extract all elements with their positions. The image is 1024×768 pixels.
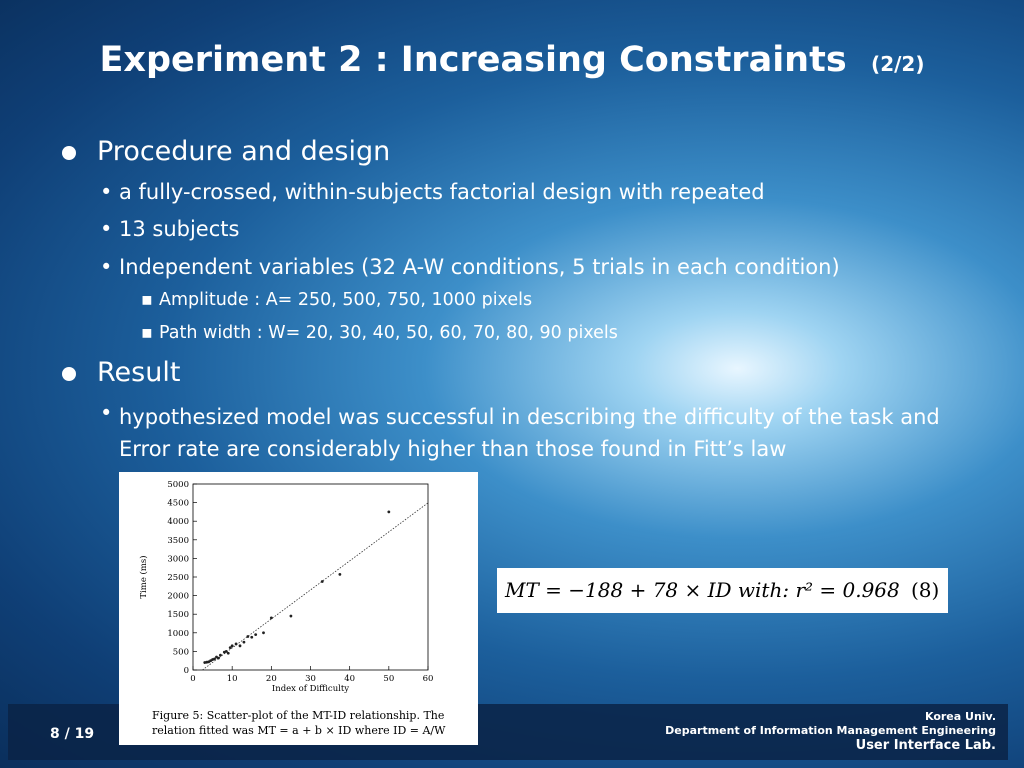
data-point xyxy=(246,635,250,638)
sub-bullet: • xyxy=(100,217,113,241)
plot-frame xyxy=(192,483,429,671)
data-point xyxy=(254,633,258,637)
data-point xyxy=(217,656,220,660)
data-point xyxy=(320,580,324,583)
data-point xyxy=(250,635,254,639)
item: Independent variables (32 A-W conditions… xyxy=(119,255,840,279)
data-point xyxy=(228,646,232,650)
slide-title: Experiment 2 : Increasing Constraints (2… xyxy=(0,40,1024,80)
equation-number: (8) xyxy=(911,578,940,602)
x-tick-label: 40 xyxy=(344,674,355,684)
y-tick-label: 3500 xyxy=(167,536,189,546)
y-tick-label: 3000 xyxy=(167,554,189,564)
data-point xyxy=(230,644,234,648)
figure-caption: relation fitted was MT = a + b × ID wher… xyxy=(152,724,446,737)
x-tick-label: 60 xyxy=(423,674,434,684)
equation: MT = −188 + 78 × ID with: r² = 0.968 xyxy=(505,578,900,602)
data-point xyxy=(262,631,265,635)
item: 13 subjects xyxy=(119,217,240,241)
figure: 0 500 1000 1500 2000 2500 3000 3500 4000 4500 5000… xyxy=(119,472,478,745)
section-heading: Procedure and design xyxy=(97,136,391,167)
y-tick-label: 4000 xyxy=(167,517,189,527)
bullet xyxy=(62,367,76,381)
item: hypothesized model was successful in des… xyxy=(119,405,940,461)
scatter-chart: 0500100015002000250030003500400045005000… xyxy=(138,480,446,737)
y-tick-label: 1500 xyxy=(167,610,189,620)
x-tick-label: 30 xyxy=(305,674,316,684)
sub-sub-bullet: ▪ xyxy=(141,290,153,310)
lab: User Interface Lab. xyxy=(855,738,996,753)
y-tick-label: 2500 xyxy=(167,573,189,583)
data-point xyxy=(219,653,222,657)
data-point xyxy=(387,510,391,514)
data-point xyxy=(224,650,228,653)
dept: Department of Information Management Eng… xyxy=(665,724,996,737)
data-point xyxy=(234,642,238,646)
section-heading: Result xyxy=(97,357,181,388)
x-tick-label: 50 xyxy=(383,674,394,684)
equation-box: MT = −188 + 78 × ID with: r² = 0.968 (8) xyxy=(497,568,948,613)
title-main: Experiment 2 : Increasing Constraints xyxy=(99,40,847,80)
y-axis-label: Time (ms) xyxy=(138,555,149,598)
data-point xyxy=(338,572,342,576)
data-point xyxy=(289,614,293,618)
y-tick-label: 4500 xyxy=(167,499,189,509)
data-point xyxy=(269,616,273,620)
sub-bullet: • xyxy=(100,401,113,425)
data-point xyxy=(213,657,216,661)
page-number: 8 / 19 xyxy=(50,726,95,742)
x-tick-label: 20 xyxy=(266,674,277,684)
data-point xyxy=(226,651,230,655)
y-tick-label: 5000 xyxy=(167,480,189,490)
figure-caption: Figure 5: Scatter-plot of the MT-ID rela… xyxy=(152,709,444,722)
data-point xyxy=(238,644,242,648)
y-tick-label: 1000 xyxy=(167,629,189,639)
sub-bullet: • xyxy=(100,180,113,204)
sub-bullet: • xyxy=(100,255,113,279)
subitem: Amplitude : A= 250, 500, 750, 1000 pixel… xyxy=(159,290,533,310)
subitem: Path width : W= 20, 30, 40, 50, 60, 70, … xyxy=(159,323,618,343)
bullet xyxy=(62,146,76,160)
item: a fully-crossed, within-subjects factori… xyxy=(119,180,765,204)
org: Korea Univ. xyxy=(924,710,996,723)
x-axis-label: Index of Difficulty xyxy=(272,684,349,694)
data-point xyxy=(242,640,246,644)
title-sub: (2/2) xyxy=(871,52,925,76)
y-tick-label: 2000 xyxy=(167,592,189,602)
x-tick-label: 0 xyxy=(190,674,195,684)
sub-sub-bullet: ▪ xyxy=(141,323,153,343)
x-tick-label: 10 xyxy=(227,674,238,684)
y-tick-label: 0 xyxy=(184,666,189,676)
y-tick-label: 500 xyxy=(173,647,189,657)
